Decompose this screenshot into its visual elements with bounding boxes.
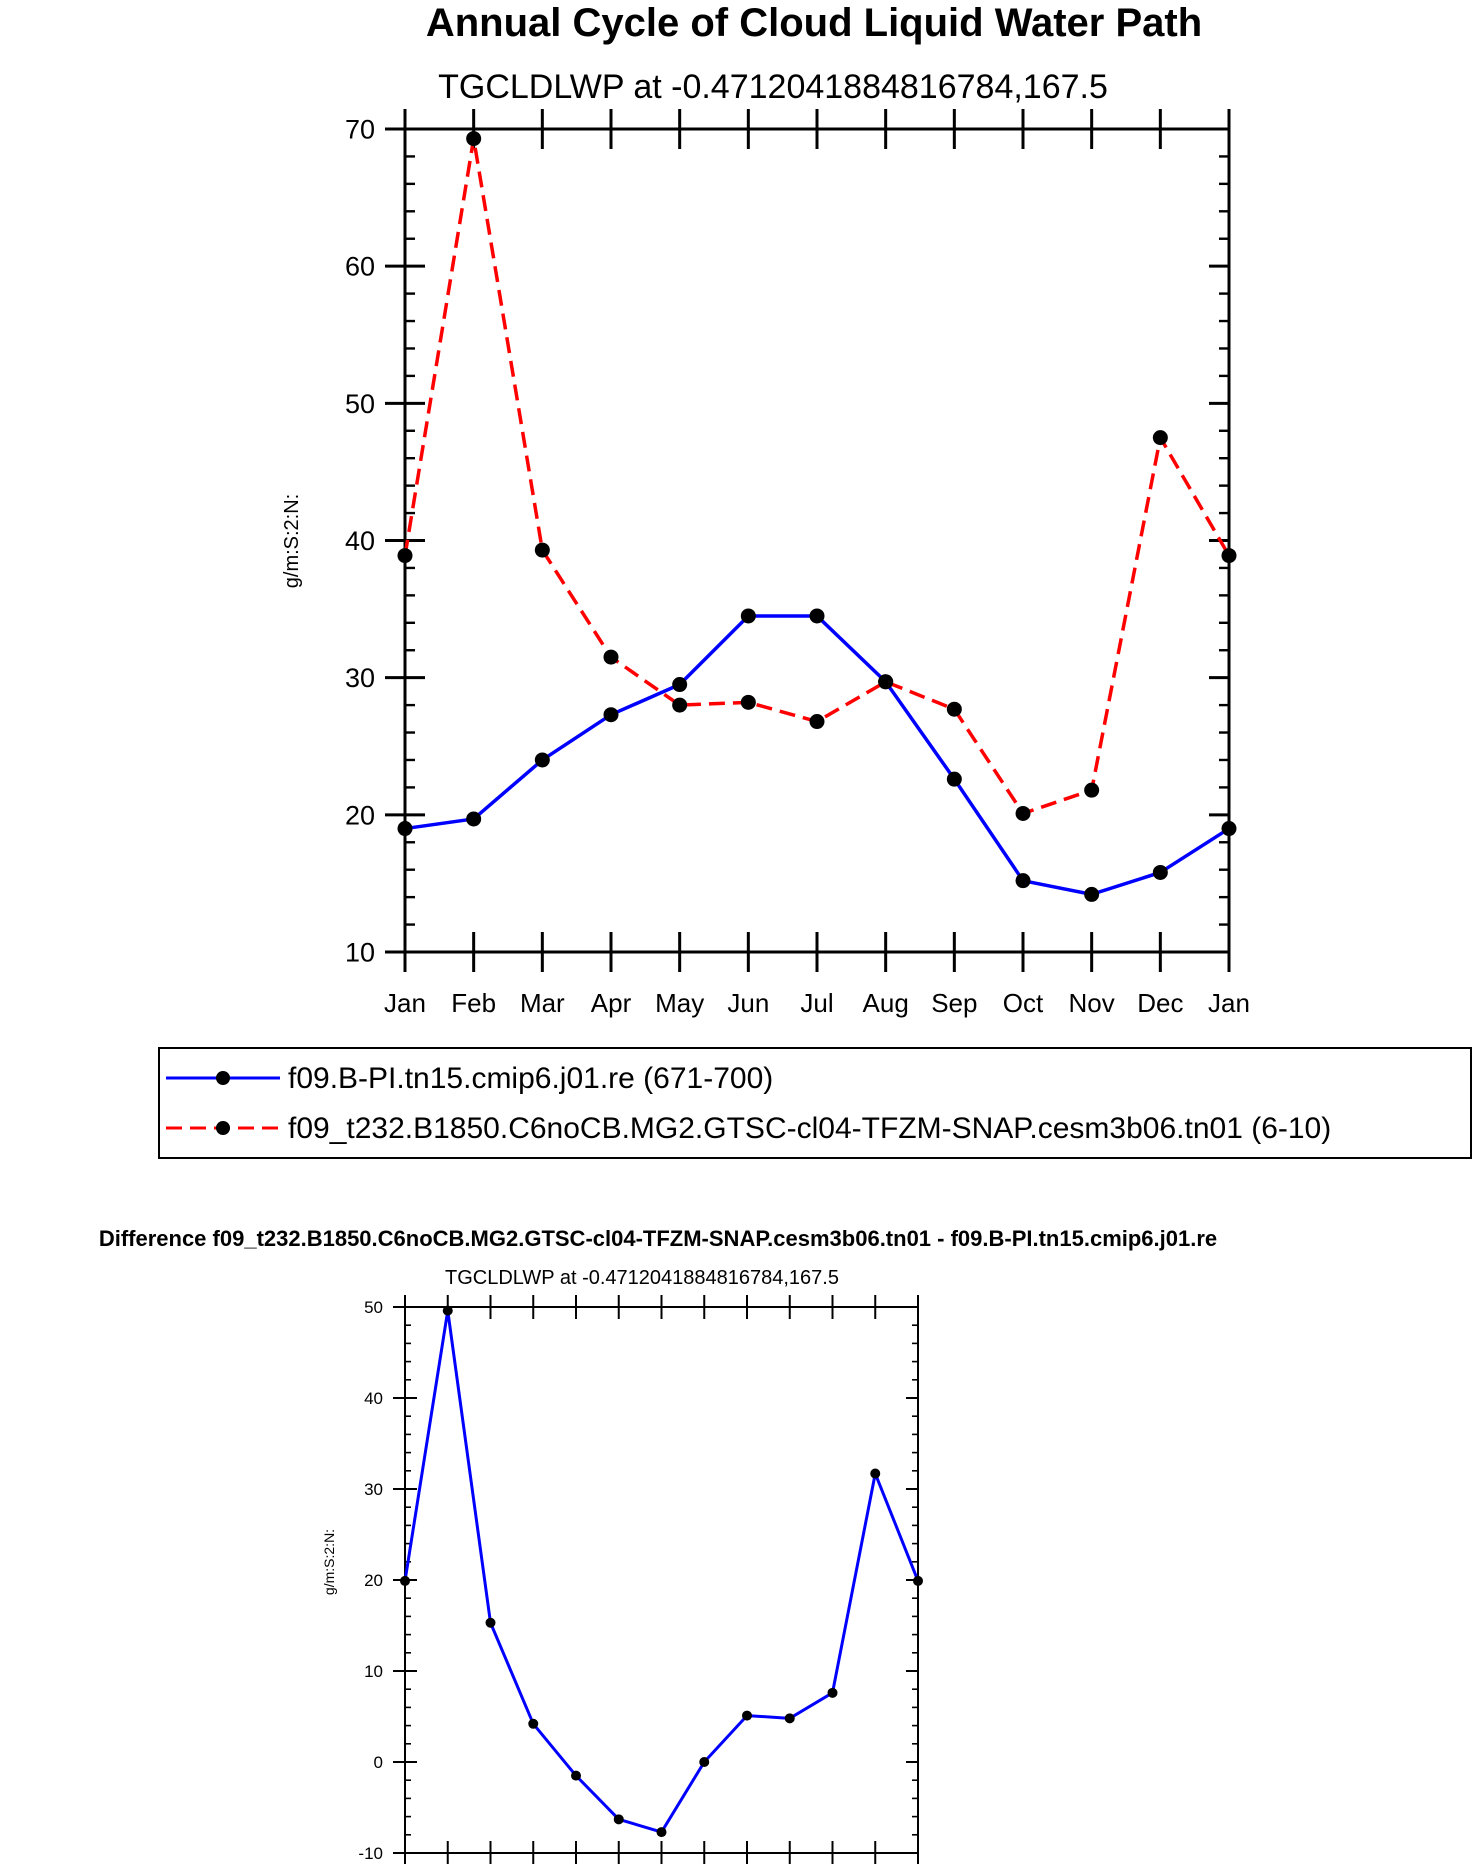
x-tick-label: Feb: [451, 988, 496, 1018]
data-point: [1084, 886, 1100, 902]
series-line-0: [403, 1309, 920, 1834]
series-line-0: [404, 614, 1230, 897]
data-point: [466, 811, 482, 827]
y-tick-label: 20: [345, 800, 375, 830]
y-tick-label: 0: [374, 1753, 383, 1772]
y-tick-label: 50: [364, 1298, 383, 1317]
chart-title: Annual Cycle of Cloud Liquid Water Path: [426, 1, 1202, 45]
diff-chart-subtitle: TGCLDLWP at -0.4712041884816784,167.5: [445, 1267, 839, 1289]
legend-label-blue: f09.B-PI.tn15.cmip6.j01.re (671-700): [288, 1062, 773, 1095]
data-point: [613, 1814, 624, 1825]
data-point: [397, 821, 413, 837]
data-point: [878, 674, 894, 690]
y-tick-label: 60: [345, 252, 375, 282]
data-point: [534, 542, 550, 558]
data-point: [946, 771, 962, 787]
x-tick-label: Apr: [591, 988, 632, 1018]
data-point: [742, 1710, 752, 1721]
x-tick-label: Jan: [1208, 988, 1250, 1018]
legend-label-red: f09_t232.B1850.C6noCB.MG2.GTSC-cl04-TFZM…: [288, 1112, 1331, 1145]
y-tick-label: 20: [364, 1571, 383, 1590]
data-point: [699, 1757, 710, 1767]
data-point: [603, 649, 619, 665]
data-point: [534, 752, 550, 768]
y-tick-label: 40: [364, 1389, 383, 1408]
x-tick-label: Oct: [1003, 988, 1044, 1018]
data-point: [485, 1617, 496, 1628]
data-point: [442, 1305, 453, 1316]
data-point: [827, 1687, 838, 1698]
top-series: [397, 131, 1237, 902]
data-point: [1152, 864, 1168, 880]
data-point: [466, 131, 482, 147]
data-point: [784, 1713, 795, 1724]
x-tick-label: May: [655, 988, 704, 1018]
legend-marker-red: [216, 1121, 230, 1135]
data-point: [913, 1575, 923, 1586]
diff-y-axis-label: g/m:S:2:N:: [321, 1529, 337, 1595]
diff-chart-title: Difference f09_t232.B1850.C6noCB.MG2.GTS…: [99, 1226, 1217, 1251]
y-tick-label: -10: [358, 1844, 383, 1863]
x-tick-label: Aug: [863, 988, 909, 1018]
data-point: [528, 1718, 539, 1729]
x-tick-label: Nov: [1069, 988, 1115, 1018]
data-point: [870, 1468, 881, 1479]
data-point: [656, 1827, 667, 1838]
diff-axis-ticks: -1001020304050JanFebMarAprMayJunJulAugSe…: [358, 1295, 919, 1864]
data-point: [809, 714, 825, 730]
data-point: [1221, 821, 1237, 837]
plot-frame: [403, 127, 1231, 954]
diff-plot-frame: [404, 1306, 919, 1854]
x-tick-label: Sep: [931, 988, 977, 1018]
legend-box: [158, 1047, 1472, 1159]
y-tick-label: 50: [345, 389, 375, 419]
data-point: [400, 1575, 410, 1586]
top-axis-ticks: 10 20 30 40 50 60 70 Jan Feb Mar Apr May Jun Jul Aug Se…: [345, 109, 1250, 1018]
chart-subtitle: TGCLDLWP at -0.4712041884816784,167.5: [438, 68, 1108, 106]
data-point: [946, 701, 962, 717]
y-tick-label: 30: [364, 1480, 383, 1499]
data-point: [809, 608, 825, 624]
x-tick-label: Jun: [727, 988, 769, 1018]
data-point: [672, 677, 688, 693]
data-point: [1084, 782, 1100, 798]
legend-marker-blue: [216, 1071, 230, 1085]
x-tick-label: Mar: [520, 988, 565, 1018]
x-tick-label: Jan: [384, 988, 426, 1018]
diff-series: [400, 1305, 923, 1838]
x-tick-label: Jul: [800, 988, 833, 1018]
y-tick-label: 10: [364, 1662, 383, 1681]
data-point: [672, 697, 688, 713]
data-point: [571, 1770, 581, 1781]
y-axis-label: g/m:S:2:N:: [281, 494, 303, 588]
data-point: [603, 707, 619, 723]
data-point: [397, 548, 413, 564]
data-point: [740, 694, 756, 710]
series-line-1: [403, 136, 1231, 816]
y-tick-label: 70: [345, 114, 375, 144]
data-point: [1015, 873, 1031, 889]
x-tick-label: Dec: [1137, 988, 1183, 1018]
data-point: [1015, 805, 1031, 821]
data-point: [1152, 430, 1168, 446]
y-tick-label: 30: [345, 663, 375, 693]
y-tick-label: 40: [345, 526, 375, 556]
data-point: [1221, 548, 1237, 564]
data-point: [740, 608, 756, 624]
y-tick-label: 10: [345, 937, 375, 967]
